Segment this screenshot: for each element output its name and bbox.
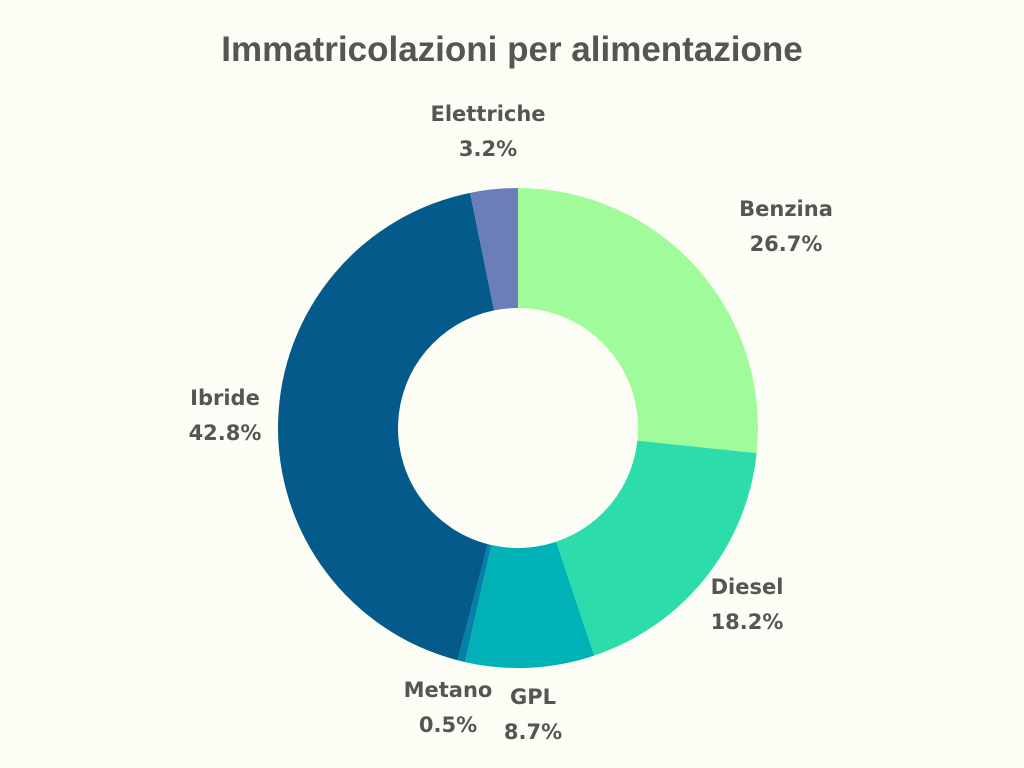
slice-label-benzina: Benzina [739, 197, 833, 221]
slice-value-elettriche: 3.2% [459, 137, 517, 161]
slice-benzina [518, 188, 759, 454]
slice-ibride [277, 192, 495, 661]
donut-slices [277, 188, 759, 668]
slice-value-gpl: 8.7% [504, 720, 562, 744]
slice-label-gpl: GPL [510, 685, 556, 709]
slice-label-diesel: Diesel [711, 575, 784, 599]
slice-value-ibride: 42.8% [189, 421, 262, 445]
chart-title: Immatricolazioni per alimentazione [221, 30, 803, 69]
slice-metano [457, 544, 492, 663]
slice-value-benzina: 26.7% [750, 232, 823, 256]
slice-value-diesel: 18.2% [711, 610, 784, 634]
slice-diesel [556, 440, 757, 656]
slice-elettriche [470, 188, 518, 311]
slice-label-elettriche: Elettriche [430, 102, 545, 126]
slice-gpl [464, 541, 595, 668]
slice-labels: Benzina 26.7% Diesel 18.2% GPL 8.7% Metano 0.5%… [189, 102, 833, 744]
slice-label-ibride: Ibride [190, 386, 260, 410]
slice-value-metano: 0.5% [419, 713, 477, 737]
slice-label-metano: Metano [404, 678, 493, 702]
